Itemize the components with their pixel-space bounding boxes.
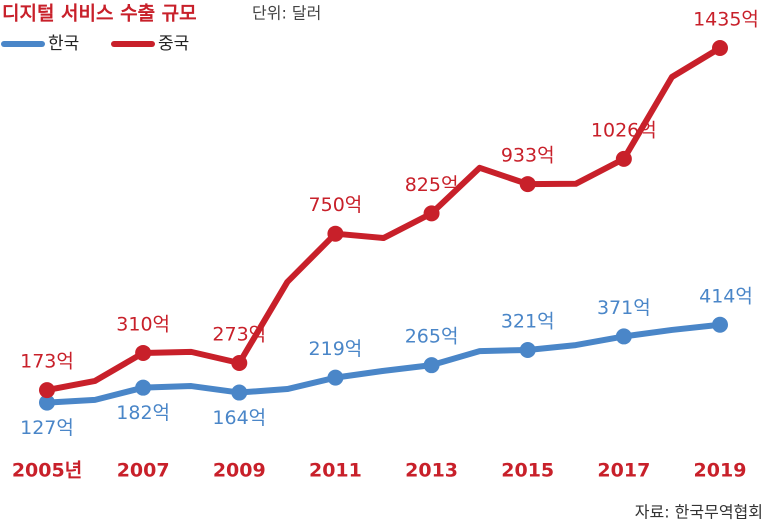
value-label: 219억 xyxy=(309,338,363,360)
value-label: 173억 xyxy=(20,351,74,373)
value-label: 321억 xyxy=(501,310,555,332)
value-label: 164억 xyxy=(212,407,266,429)
x-tick-label: 2019 xyxy=(694,460,747,482)
x-tick-label: 2007 xyxy=(117,460,170,482)
value-label: 933억 xyxy=(501,145,555,167)
legend-label: 한국 xyxy=(48,34,79,54)
point xyxy=(327,369,344,386)
x-tick-label: 2009 xyxy=(213,460,266,482)
point xyxy=(135,344,152,361)
value-label: 371억 xyxy=(597,297,651,319)
point xyxy=(231,384,248,401)
chart-subtitle: 단위: 달러 xyxy=(252,4,321,23)
legend-label: 중국 xyxy=(158,34,189,54)
x-tick-label: 2015 xyxy=(501,460,554,482)
point xyxy=(519,341,536,358)
value-label: 273억 xyxy=(212,323,266,345)
x-tick-label: 2013 xyxy=(405,460,458,482)
x-tick-label: 2017 xyxy=(597,460,650,482)
point xyxy=(327,225,344,242)
value-label: 265억 xyxy=(405,326,459,348)
value-label: 750억 xyxy=(309,194,363,216)
value-label: 127억 xyxy=(20,417,74,439)
point xyxy=(519,176,536,193)
value-label: 414억 xyxy=(699,285,753,307)
point xyxy=(615,328,632,345)
series-line xyxy=(46,321,721,406)
source: 자료: 한국무역협회 xyxy=(635,503,763,522)
point xyxy=(423,357,440,374)
x-tick-label: 2011 xyxy=(309,460,362,482)
series-line xyxy=(46,45,722,394)
point xyxy=(39,394,55,411)
value-label: 825억 xyxy=(405,174,459,196)
point xyxy=(39,382,55,399)
value-label: 1026억 xyxy=(591,119,657,141)
point xyxy=(615,150,632,167)
value-label: 1435억 xyxy=(693,9,759,31)
value-label: 310억 xyxy=(116,313,170,335)
point xyxy=(712,316,728,333)
x-tick-label: 2005년 xyxy=(12,460,82,482)
value-label: 182억 xyxy=(116,402,170,424)
point xyxy=(423,205,440,222)
point xyxy=(135,379,152,396)
point xyxy=(231,354,248,371)
point xyxy=(712,40,728,56)
chart-title: 디지털 서비스 수출 규모 xyxy=(2,3,197,25)
